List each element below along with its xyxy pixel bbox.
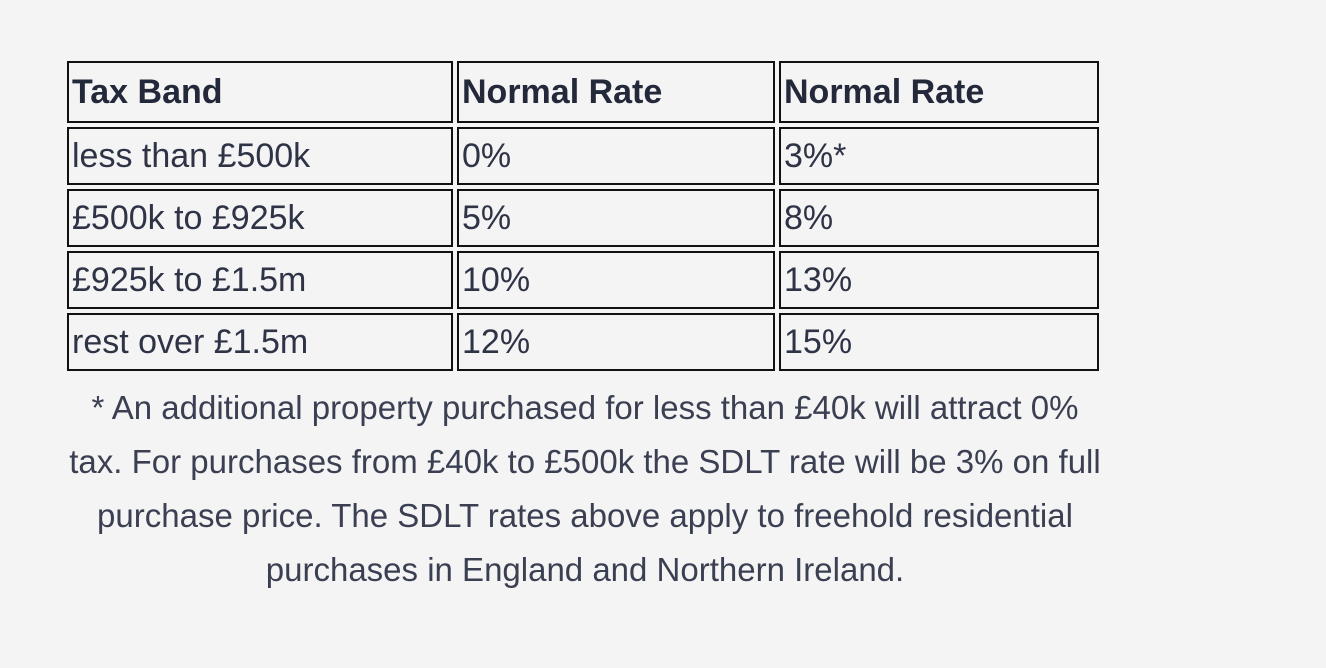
normal-rate-cell: 10% bbox=[457, 251, 775, 309]
tax-band-cell: £925k to £1.5m bbox=[67, 251, 453, 309]
table-row: less than £500k 0% 3%* bbox=[67, 127, 1099, 185]
header-normal-rate-second: Normal Rate bbox=[779, 61, 1099, 123]
normal-rate-cell: 0% bbox=[457, 127, 775, 185]
tax-band-cell: £500k to £925k bbox=[67, 189, 453, 247]
table-row: £500k to £925k 5% 8% bbox=[67, 189, 1099, 247]
second-rate-cell: 3%* bbox=[779, 127, 1099, 185]
second-rate-cell: 13% bbox=[779, 251, 1099, 309]
second-rate-cell: 8% bbox=[779, 189, 1099, 247]
normal-rate-cell: 12% bbox=[457, 313, 775, 371]
footnote: * An additional property purchased for l… bbox=[69, 389, 1101, 588]
second-rate-cell: 15% bbox=[779, 313, 1099, 371]
normal-rate-cell: 5% bbox=[457, 189, 775, 247]
table-row: rest over £1.5m 12% 15% bbox=[67, 313, 1099, 371]
tax-rates-table: Tax Band Normal Rate Normal Rate less th… bbox=[63, 57, 1103, 375]
header-tax-band: Tax Band bbox=[67, 61, 453, 123]
table-row: £925k to £1.5m 10% 13% bbox=[67, 251, 1099, 309]
sdlt-rates-section: Tax Band Normal Rate Normal Rate less th… bbox=[67, 61, 1103, 630]
table-header-row: Tax Band Normal Rate Normal Rate bbox=[67, 61, 1099, 123]
tax-band-cell: rest over £1.5m bbox=[67, 313, 453, 371]
tax-band-cell: less than £500k bbox=[67, 127, 453, 185]
header-normal-rate: Normal Rate bbox=[457, 61, 775, 123]
